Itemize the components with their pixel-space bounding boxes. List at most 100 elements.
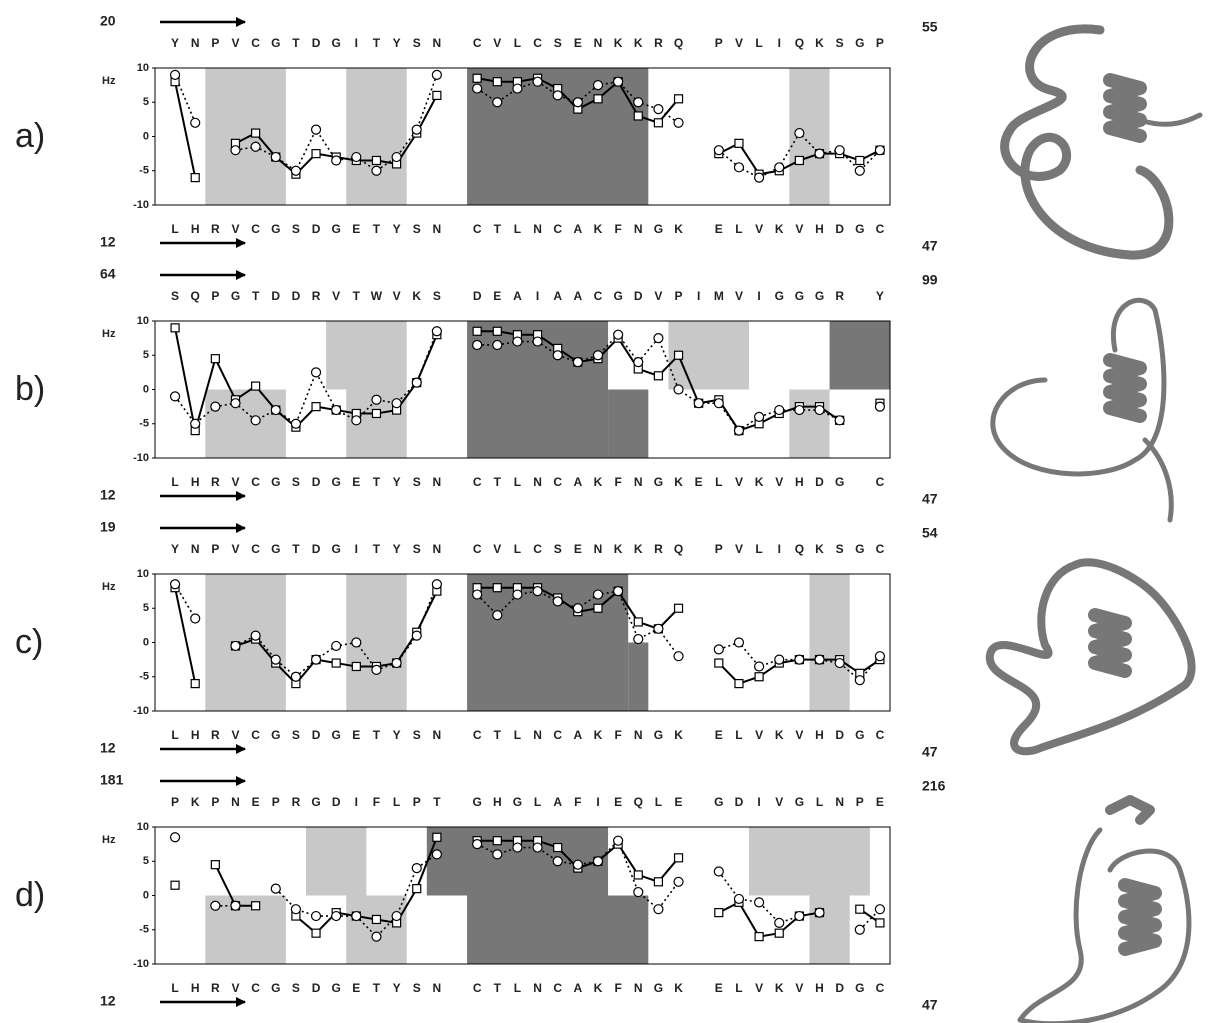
end-number-bottom: 47 — [922, 997, 938, 1013]
top-residue: P — [715, 542, 723, 556]
top-residue: C — [533, 36, 542, 50]
top-residue: P — [715, 36, 723, 50]
top-residue: D — [312, 36, 321, 50]
data-point — [472, 589, 483, 600]
bottom-residue: E — [715, 728, 723, 742]
top-residue: K — [815, 542, 824, 556]
data-point — [190, 678, 200, 689]
data-point — [653, 877, 664, 887]
bottom-residue: T — [494, 222, 502, 236]
panel-label: b) — [15, 370, 45, 408]
top-residue: N — [594, 36, 603, 50]
top-residue: N — [835, 795, 844, 809]
top-residue: E — [675, 795, 683, 809]
bottom-residue: G — [332, 728, 341, 742]
data-point — [492, 609, 503, 621]
panel-label: a) — [15, 117, 45, 155]
bottom-residue: V — [735, 475, 743, 489]
data-point — [169, 832, 181, 843]
top-residue: V — [393, 289, 401, 303]
data-point — [412, 884, 422, 894]
top-residue: V — [231, 36, 239, 50]
top-residue: N — [433, 542, 442, 556]
y-tick-label: 10 — [137, 315, 149, 327]
bottom-residue: K — [594, 222, 603, 236]
data-point — [331, 155, 342, 166]
top-residue: E — [614, 795, 622, 809]
top-residue: D — [271, 289, 280, 303]
bottom-residue: R — [211, 728, 220, 742]
top-residue: L — [755, 542, 762, 556]
data-point — [270, 654, 281, 665]
bottom-residue: G — [835, 475, 844, 489]
data-point — [492, 77, 502, 87]
data-point — [492, 97, 503, 108]
bottom-residue: N — [533, 981, 542, 995]
panel: a)-10-50510HzLYHNRPVVCCGGSTDDGGEITTYYSSN… — [15, 13, 938, 254]
y-tick-label: 10 — [137, 568, 149, 580]
data-point — [230, 900, 241, 911]
data-point — [552, 350, 563, 361]
data-point — [733, 637, 745, 648]
top-residue: S — [413, 36, 421, 50]
bottom-residue: L — [171, 981, 178, 995]
top-residue: P — [675, 289, 683, 303]
y-tick-label: -5 — [139, 418, 149, 430]
data-point — [713, 145, 724, 156]
data-point — [733, 893, 745, 905]
data-point — [230, 398, 241, 409]
start-number-top: 64 — [100, 266, 116, 282]
data-point — [874, 145, 886, 156]
bottom-residue: D — [312, 475, 321, 489]
data-point — [310, 910, 322, 922]
bottom-residue: N — [433, 728, 442, 742]
top-residue: N — [231, 795, 240, 809]
top-residue: K — [634, 542, 643, 556]
top-residue: D — [634, 289, 643, 303]
data-point — [371, 394, 382, 405]
data-point — [391, 910, 402, 922]
data-point — [331, 640, 342, 652]
top-residue: I — [697, 289, 700, 303]
data-point — [250, 141, 261, 152]
top-residue: N — [191, 542, 200, 556]
y-tick-label: 5 — [143, 96, 149, 108]
panel-label: d) — [15, 876, 45, 914]
data-point — [713, 644, 724, 655]
data-point — [492, 339, 503, 351]
data-point — [310, 367, 322, 378]
data-point — [311, 149, 321, 159]
bottom-residue: D — [815, 475, 824, 489]
bottom-residue: E — [715, 981, 723, 995]
top-residue: Y — [171, 542, 179, 556]
top-residue: G — [231, 289, 240, 303]
top-residue: L — [534, 795, 541, 809]
bottom-residue: N — [634, 222, 643, 236]
data-point — [492, 326, 502, 336]
bottom-residue: G — [271, 222, 280, 236]
data-point — [351, 661, 361, 672]
top-residue: K — [412, 289, 421, 303]
shaded-region — [829, 321, 890, 390]
top-residue: S — [554, 542, 562, 556]
data-point — [673, 876, 684, 887]
top-residue: G — [472, 795, 481, 809]
top-residue: V — [735, 289, 743, 303]
data-point — [512, 842, 523, 853]
data-point — [734, 138, 744, 148]
bottom-residue: C — [251, 981, 260, 995]
data-point — [351, 637, 362, 648]
top-residue: P — [211, 795, 219, 809]
top-residue: Q — [634, 795, 643, 809]
top-residue: S — [413, 542, 421, 556]
top-residue: I — [596, 795, 599, 809]
data-point — [250, 630, 261, 641]
bottom-residue: F — [614, 728, 621, 742]
top-residue: P — [171, 795, 179, 809]
data-point — [190, 117, 201, 128]
data-point — [572, 97, 583, 108]
top-residue: M — [714, 289, 724, 303]
data-point — [270, 883, 281, 894]
bottom-residue: K — [674, 981, 683, 995]
bottom-residue: N — [533, 222, 542, 236]
